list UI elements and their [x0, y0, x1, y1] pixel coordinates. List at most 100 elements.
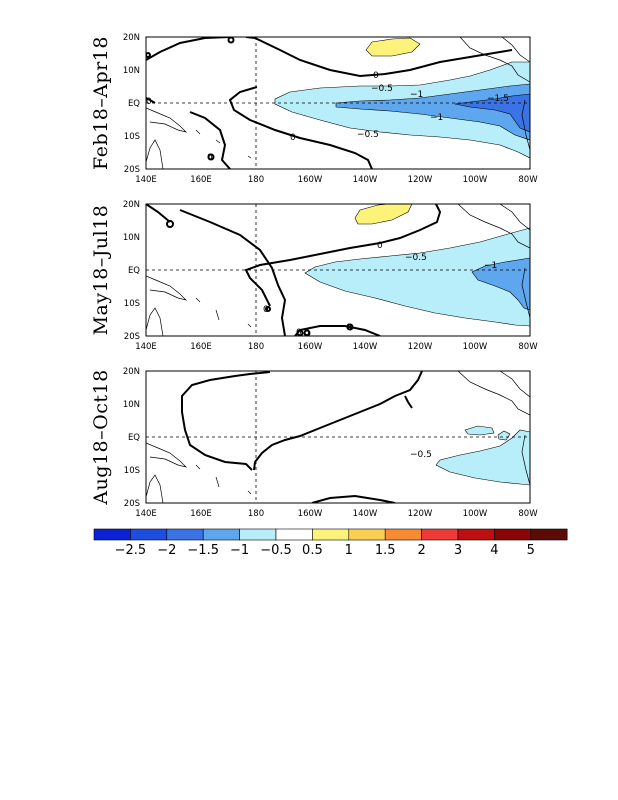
lon-tick: 120W	[408, 342, 433, 352]
colorbar-box	[275, 528, 313, 541]
contour-label: 0	[304, 328, 310, 338]
lat-tick: 20N	[123, 33, 140, 43]
contour-zero	[146, 97, 156, 104]
coastline-sa-central-america	[499, 204, 530, 231]
coastline-new-guinea	[146, 442, 188, 468]
lon-tick: 180	[248, 342, 264, 352]
contour-zero	[181, 371, 271, 471]
lon-tick: 80W	[518, 509, 538, 519]
colorbar-label: −1.5	[187, 543, 219, 558]
lon-tick: 180	[248, 509, 264, 519]
lat-tick: 20S	[124, 332, 140, 342]
lon-tick: 180	[248, 175, 264, 185]
contour-zero	[244, 204, 442, 307]
lon-tick: 80W	[518, 342, 538, 352]
coastline-sa-central-america	[499, 371, 530, 398]
panel-label: May18–Jul18	[90, 205, 112, 336]
contour-label: 0	[373, 71, 379, 81]
contour-label: −1	[484, 261, 497, 271]
contour-zero	[253, 371, 423, 471]
colorbar-box	[530, 528, 568, 541]
coastline-australia	[146, 474, 164, 503]
contour-zero	[146, 37, 231, 61]
contour-zero-ring	[265, 306, 271, 312]
lon-tick: 160W	[298, 175, 323, 185]
lat-tick-labels: 20N 10N EQ 10S 20S	[123, 200, 140, 342]
lat-tick: 20N	[123, 200, 140, 210]
contour-label: −1	[430, 113, 443, 123]
panel-frame	[145, 36, 531, 170]
contour-label: 0	[377, 241, 383, 251]
colorbar-box	[93, 528, 131, 541]
coastline-islands	[195, 129, 252, 159]
panel-label: Feb18–Apr18	[90, 36, 112, 170]
shade-neg-1	[471, 257, 530, 311]
contour-zero	[228, 86, 373, 169]
colorbar-label: 2	[417, 543, 425, 558]
contour-zero-ring	[227, 37, 235, 44]
panel-frame	[145, 370, 531, 504]
coastline-sa-west	[521, 99, 530, 151]
colorbar-label: −1	[230, 543, 249, 558]
lon-tick-labels: 140E 160E 180 160W 140W 120W 100W 80W	[135, 342, 538, 352]
lon-tick: 140E	[135, 175, 157, 185]
colorbar-box	[166, 528, 204, 541]
contour-label: 0	[346, 323, 352, 333]
shade-pos-0.5	[365, 37, 421, 57]
lon-tick-labels: 140E 160E 180 160W 140W 120W 100W 80W	[135, 175, 538, 185]
coastline-sa-central-america	[501, 37, 530, 63]
coastline-sa-west	[521, 267, 530, 319]
lon-tick: 120W	[408, 175, 433, 185]
coastline-islands	[195, 464, 252, 495]
coastline-sa-central-america	[457, 204, 530, 249]
lon-tick: 140W	[353, 175, 378, 185]
lon-tick: 160E	[190, 509, 212, 519]
colorbar-box	[130, 528, 168, 541]
colorbar-box	[494, 528, 532, 541]
lat-tick: 10N	[123, 400, 140, 410]
lon-tick: 140W	[353, 342, 378, 352]
panel-3: −0.5 Aug18–Oct18 20N 10N EQ 10S 20S 140E…	[90, 367, 538, 519]
lat-tick: 10S	[124, 132, 140, 142]
lat-tick: 10N	[123, 233, 140, 243]
colorbar-box	[384, 528, 422, 541]
lat-tick: EQ	[128, 266, 140, 276]
shade-neg-0.5-blob	[497, 430, 511, 441]
lon-tick: 140E	[135, 509, 157, 519]
contour-zero-ring	[146, 52, 151, 58]
panel-2: 0 −0.5 −1 0 0 0 0 May18–Jul18 20N 10N EQ…	[90, 200, 538, 352]
colorbar-label: −0.5	[260, 543, 292, 558]
coastline-australia	[146, 307, 164, 336]
lon-tick: 140E	[135, 342, 157, 352]
colorbar-boxes	[93, 528, 568, 541]
contour-zero	[404, 395, 413, 409]
lon-tick: 140W	[353, 509, 378, 519]
panel-frame	[145, 203, 531, 337]
contour-zero-ring	[166, 220, 174, 228]
contour-label: 0	[207, 153, 213, 163]
shade-neg-0.5-blob	[464, 425, 495, 436]
contour-label: −0.5	[410, 450, 432, 460]
contour-zero	[311, 494, 396, 503]
colorbar: −2.5 −2 −1.5 −1 −0.5 0.5 1 1.5 2 3 4 5	[93, 528, 568, 558]
colorbar-box	[421, 528, 459, 541]
contour-label: −1	[410, 90, 423, 100]
contour-zero	[189, 111, 231, 169]
shade-neg-0.5	[304, 227, 530, 327]
contour-zero	[245, 37, 513, 78]
colorbar-label: 3	[454, 543, 462, 558]
lat-tick: 20S	[124, 499, 140, 509]
contour-label: 0	[263, 305, 269, 315]
coastline-islands	[195, 297, 252, 328]
colorbar-label: 1.5	[375, 543, 396, 558]
shade-neg-1	[335, 83, 530, 141]
lon-tick: 160W	[298, 509, 323, 519]
lon-tick: 120W	[408, 509, 433, 519]
colorbar-box	[312, 528, 350, 541]
coastline-australia	[146, 139, 164, 169]
colorbar-label: 4	[490, 543, 498, 558]
shade-pos-0.5	[354, 204, 413, 225]
panel-1: 0 −0.5 −1 −1.5 −1 −0.5 0 0 0 Feb18–Apr18…	[90, 33, 538, 185]
lat-tick-labels: 20N 10N EQ 10S 20S	[123, 33, 140, 175]
